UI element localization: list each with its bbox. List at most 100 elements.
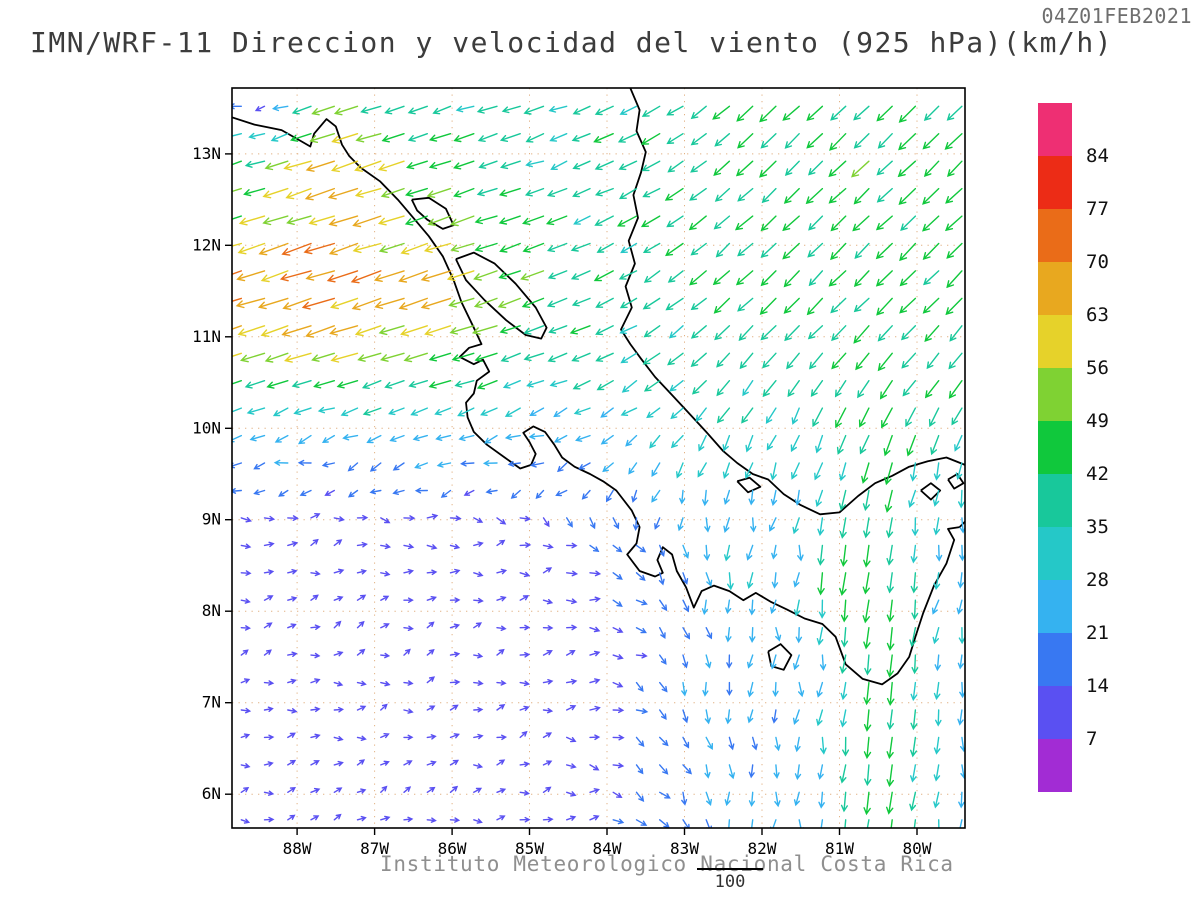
wind-vector xyxy=(793,572,800,588)
wind-vector xyxy=(886,764,894,788)
wind-vector xyxy=(933,462,941,481)
wind-vector xyxy=(310,733,321,739)
wind-vector xyxy=(830,242,847,261)
colorbar-segment xyxy=(1038,633,1072,686)
wind-vector xyxy=(589,788,601,794)
wind-vector xyxy=(760,133,777,149)
wind-vector xyxy=(640,215,661,228)
wind-vector xyxy=(783,187,800,204)
wind-vector xyxy=(828,160,847,178)
wind-vector xyxy=(682,572,689,585)
wind-vector xyxy=(612,762,625,769)
wind-vector xyxy=(440,489,452,498)
wind-vector xyxy=(392,489,405,495)
wind-vector xyxy=(933,572,941,591)
wind-vector xyxy=(798,819,805,828)
wind-vector xyxy=(701,599,709,616)
wind-vector xyxy=(400,325,428,337)
wind-vector xyxy=(628,462,638,475)
wind-vector xyxy=(287,708,298,714)
wind-vector xyxy=(691,380,707,395)
wind-vector xyxy=(446,270,475,282)
wind-vector xyxy=(278,489,289,497)
wind-vector xyxy=(933,736,941,755)
wind-vector xyxy=(380,652,391,659)
wind-vector xyxy=(770,599,777,615)
colorbar-label: 21 xyxy=(1086,622,1109,644)
x-tick-label: 87W xyxy=(360,839,389,858)
wind-vector xyxy=(879,380,893,400)
wind-vector xyxy=(449,515,462,522)
wind-vector xyxy=(734,215,754,231)
wind-vector xyxy=(378,325,405,336)
wind-vector xyxy=(420,297,452,310)
wind-vector xyxy=(287,759,297,766)
wind-vector xyxy=(526,380,545,388)
wind-vector xyxy=(287,569,298,575)
wind-vector xyxy=(910,764,917,783)
wind-vector xyxy=(362,407,382,416)
wind-vector xyxy=(403,708,414,714)
wind-vector xyxy=(498,270,521,280)
wind-vector xyxy=(715,242,731,258)
wind-vector xyxy=(237,325,266,337)
wind-vector xyxy=(794,489,801,506)
wind-vector xyxy=(449,568,461,575)
wind-vector xyxy=(818,791,825,809)
wind-vector xyxy=(321,461,335,468)
wind-vector xyxy=(297,434,312,445)
wind-vector xyxy=(287,541,299,547)
wind-vector xyxy=(471,325,498,335)
wind-vector xyxy=(922,215,940,232)
wind-vector xyxy=(951,407,963,426)
wind-vector xyxy=(666,133,684,145)
wind-vector xyxy=(949,325,963,342)
wind-vector xyxy=(659,544,665,558)
wind-vector xyxy=(519,730,528,739)
wind-vector xyxy=(958,627,965,645)
wind-vector xyxy=(528,433,545,440)
wind-vector xyxy=(593,270,614,282)
wind-vector xyxy=(263,515,276,522)
wind-vector xyxy=(853,133,870,149)
wind-vector xyxy=(840,681,848,701)
wind-vector xyxy=(519,542,532,548)
wind-vector xyxy=(844,819,847,828)
wind-vector xyxy=(428,380,452,389)
wind-vector xyxy=(549,133,568,142)
coastline-islet-east-1 xyxy=(920,482,942,501)
wind-vector xyxy=(240,818,251,824)
wind-vector xyxy=(910,681,918,702)
wind-vector xyxy=(716,407,731,424)
wind-vector xyxy=(502,380,521,389)
wind-vector xyxy=(553,407,568,418)
wind-vector xyxy=(240,649,249,656)
wind-vector xyxy=(273,459,289,466)
wind-vector xyxy=(911,654,919,675)
wind-vector xyxy=(659,681,668,693)
wind-vector xyxy=(290,133,312,142)
wind-vector xyxy=(881,407,893,429)
wind-vector xyxy=(933,681,941,701)
wind-vector xyxy=(736,105,754,122)
wind-vectors-layer xyxy=(232,103,965,828)
wind-vector xyxy=(366,434,382,444)
wind-vector xyxy=(356,735,367,741)
wind-vector xyxy=(398,297,428,310)
wind-vector xyxy=(782,105,800,121)
wind-vector xyxy=(426,705,436,711)
wind-vector xyxy=(841,627,849,648)
wind-vector xyxy=(748,599,756,616)
wind-vector xyxy=(612,818,625,825)
wind-vector xyxy=(356,648,366,656)
colorbar-segment xyxy=(1038,527,1072,580)
wind-vector xyxy=(499,133,521,142)
wind-vector xyxy=(722,462,731,479)
wind-vector xyxy=(688,215,707,231)
wind-vector xyxy=(380,703,388,711)
wind-vector xyxy=(748,489,755,506)
wind-vector xyxy=(814,462,824,481)
wind-vector xyxy=(853,105,870,121)
wind-vector xyxy=(886,544,894,566)
wind-vector xyxy=(426,648,435,656)
